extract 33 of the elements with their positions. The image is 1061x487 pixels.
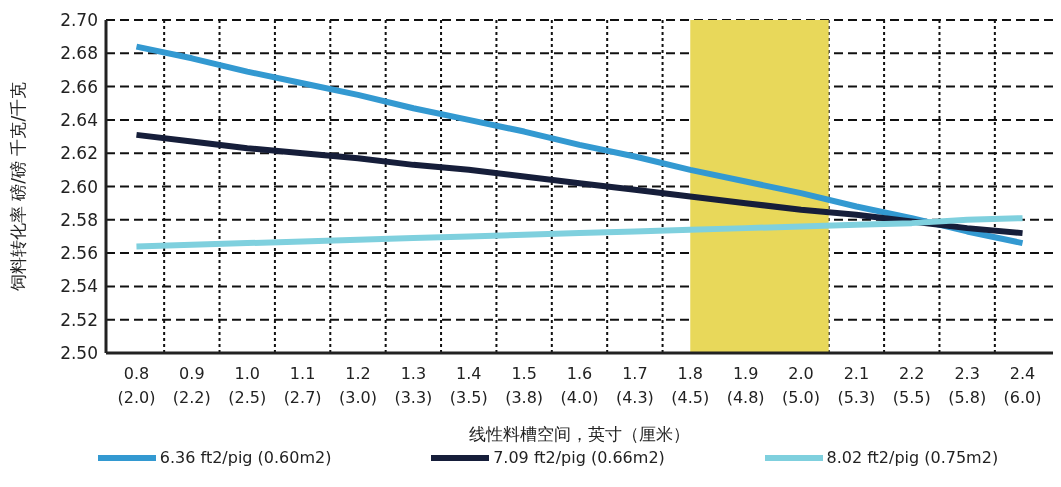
y-tick-label: 2.66 <box>60 76 98 97</box>
y-tick-label: 2.50 <box>60 343 98 364</box>
x-axis-title: 线性料槽空间，英寸（厘米） <box>469 424 690 444</box>
x-tick-label: 1.2 (3.0) <box>339 364 377 407</box>
y-tick-label: 2.56 <box>60 243 98 264</box>
x-tick-label: 1.9 (4.8) <box>726 364 765 407</box>
x-tick-label: 2.0 (5.0) <box>782 364 820 407</box>
x-tick-label: 1.8 (4.5) <box>671 364 710 407</box>
x-tick-label: 0.9 (2.2) <box>172 364 211 407</box>
x-tick-label: 1.7 (4.3) <box>615 364 654 407</box>
y-tick-label: 2.64 <box>60 109 98 130</box>
x-tick-label: 2.3 (5.8) <box>948 364 987 407</box>
y-tick-label: 2.70 <box>60 10 98 31</box>
x-tick-label: 2.2 (5.5) <box>892 364 931 407</box>
y-tick-label: 2.52 <box>60 309 98 330</box>
x-tick-label: 1.1 (2.7) <box>283 364 322 407</box>
legend-label: 7.09 ft2/pig (0.66m2) <box>493 448 665 467</box>
x-tick-label: 1.5 (3.8) <box>505 364 544 407</box>
x-tick-label: 1.0 (2.5) <box>228 364 267 407</box>
x-tick-label: 2.4 (6.0) <box>1003 364 1042 407</box>
y-tick-label: 2.58 <box>60 209 98 230</box>
y-tick-label: 2.68 <box>60 43 98 64</box>
x-tick-label: 1.3 (3.3) <box>394 364 433 407</box>
legend-label: 8.02 ft2/pig (0.75m2) <box>826 448 999 467</box>
x-tick-label: 0.8 (2.0) <box>117 364 156 407</box>
x-tick-label: 1.6 (4.0) <box>560 364 599 407</box>
x-tick-label: 1.4 (3.5) <box>449 364 488 407</box>
x-tick-label: 2.1 (5.3) <box>837 364 876 407</box>
y-tick-label: 2.60 <box>60 176 98 197</box>
y-axis-title: 饲料转化率 磅/磅 千克/千克 <box>8 81 29 293</box>
y-tick-label: 2.54 <box>60 276 98 297</box>
y-tick-label: 2.62 <box>60 143 98 164</box>
legend-label: 6.36 ft2/pig (0.60m2) <box>159 448 332 467</box>
